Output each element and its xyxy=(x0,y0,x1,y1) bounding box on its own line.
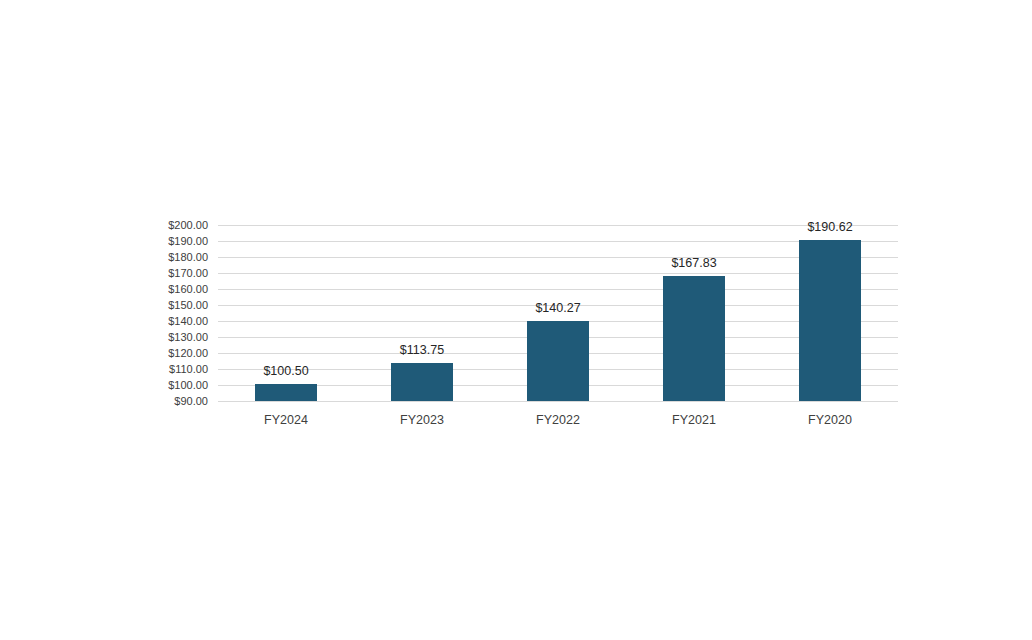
x-axis-category-label: FY2020 xyxy=(762,413,898,428)
bar-fy2021 xyxy=(663,276,725,401)
x-axis-category-label: FY2024 xyxy=(218,413,354,428)
y-axis-tick-label: $130.00 xyxy=(158,330,208,344)
x-axis-category-label: FY2022 xyxy=(490,413,626,428)
gridline xyxy=(218,257,898,258)
y-axis-tick-label: $180.00 xyxy=(158,250,208,264)
data-label: $190.62 xyxy=(775,220,885,235)
y-axis-tick-label: $120.00 xyxy=(158,346,208,360)
y-axis-tick-label: $190.00 xyxy=(158,234,208,248)
gridline xyxy=(218,241,898,242)
gridline xyxy=(218,401,898,402)
y-axis-tick-label: $110.00 xyxy=(158,362,208,376)
gridline xyxy=(218,273,898,274)
x-axis-category-label: FY2023 xyxy=(354,413,490,428)
y-axis-tick-label: $170.00 xyxy=(158,266,208,280)
y-axis-tick-label: $140.00 xyxy=(158,314,208,328)
y-axis-tick-label: $150.00 xyxy=(158,298,208,312)
bar-fy2023 xyxy=(391,363,453,401)
bar-fy2020 xyxy=(799,240,861,401)
data-label: $100.50 xyxy=(231,364,341,379)
y-axis-tick-label: $100.00 xyxy=(158,378,208,392)
bar-chart: $200.00 $190.00 $180.00 $170.00 $160.00 $150.… xyxy=(158,216,902,440)
gridline xyxy=(218,289,898,290)
data-label: $167.83 xyxy=(639,256,749,271)
bar-fy2022 xyxy=(527,321,589,401)
data-label: $140.27 xyxy=(503,301,613,316)
bar-fy2024 xyxy=(255,384,317,401)
y-axis-tick-label: $200.00 xyxy=(158,218,208,232)
y-axis-tick-label: $90.00 xyxy=(158,394,208,408)
x-axis-category-label: FY2021 xyxy=(626,413,762,428)
y-axis-tick-label: $160.00 xyxy=(158,282,208,296)
data-label: $113.75 xyxy=(367,343,477,358)
